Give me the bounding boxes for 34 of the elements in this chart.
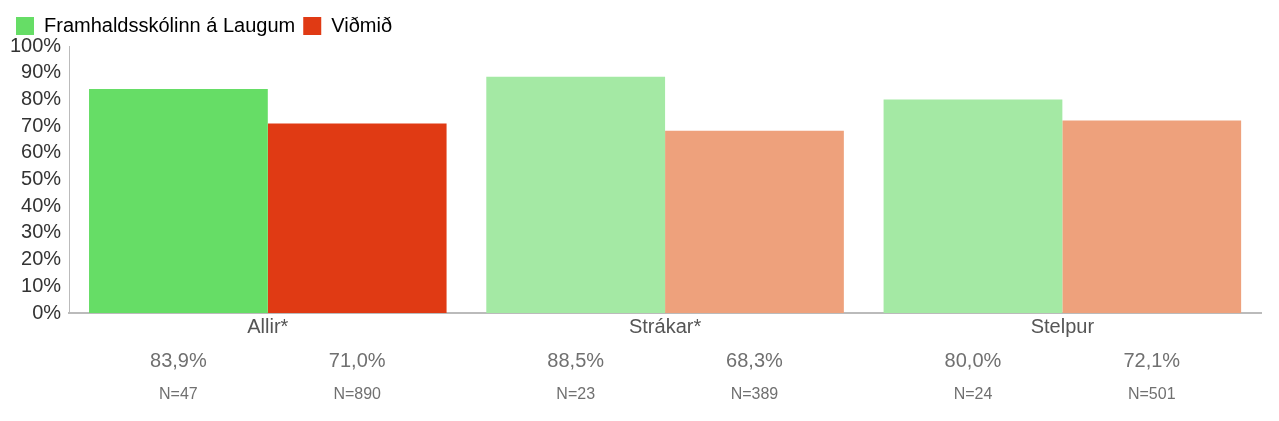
data-label: 88,5%: [547, 348, 605, 371]
text: N=47: [159, 385, 198, 403]
text: N=389: [730, 385, 779, 403]
bar: [267, 123, 447, 313]
y-tick-label: 100%: [10, 33, 62, 56]
bar: [665, 130, 844, 313]
bar: [1062, 120, 1242, 313]
legend-label: Viðmið: [331, 13, 393, 36]
x-tick-label: Stelpur: [1030, 314, 1095, 337]
y-tick-label: 0%: [32, 300, 62, 323]
bar: [89, 88, 268, 313]
bar: [883, 99, 1063, 313]
y-tick-label: 70%: [21, 113, 62, 136]
x-tick-label: Strákar*: [628, 314, 702, 337]
y-tick-label: 90%: [21, 60, 62, 83]
data-label: 83,9%: [150, 348, 207, 371]
text: N=890: [333, 385, 382, 403]
text: N=501: [1127, 385, 1176, 403]
y-tick-label: 80%: [21, 86, 62, 109]
legend-label: Framhaldsskólinn á Laugum: [44, 13, 296, 36]
text: N=23: [556, 385, 596, 403]
y-tick-label: 40%: [21, 193, 62, 216]
x-tick-label: Allir*: [247, 314, 289, 337]
data-label: 68,3%: [726, 348, 784, 371]
y-tick-label: 30%: [21, 220, 62, 243]
data-label: 71,0%: [328, 348, 386, 371]
y-tick-label: 20%: [21, 247, 62, 270]
text: N=24: [953, 385, 993, 403]
y-tick-label: 50%: [21, 167, 62, 190]
y-tick-label: 10%: [21, 273, 62, 296]
y-tick-label: 60%: [21, 140, 62, 163]
data-label: 72,1%: [1123, 348, 1181, 371]
data-label: 80,0%: [944, 348, 1002, 371]
bar: [486, 76, 666, 313]
